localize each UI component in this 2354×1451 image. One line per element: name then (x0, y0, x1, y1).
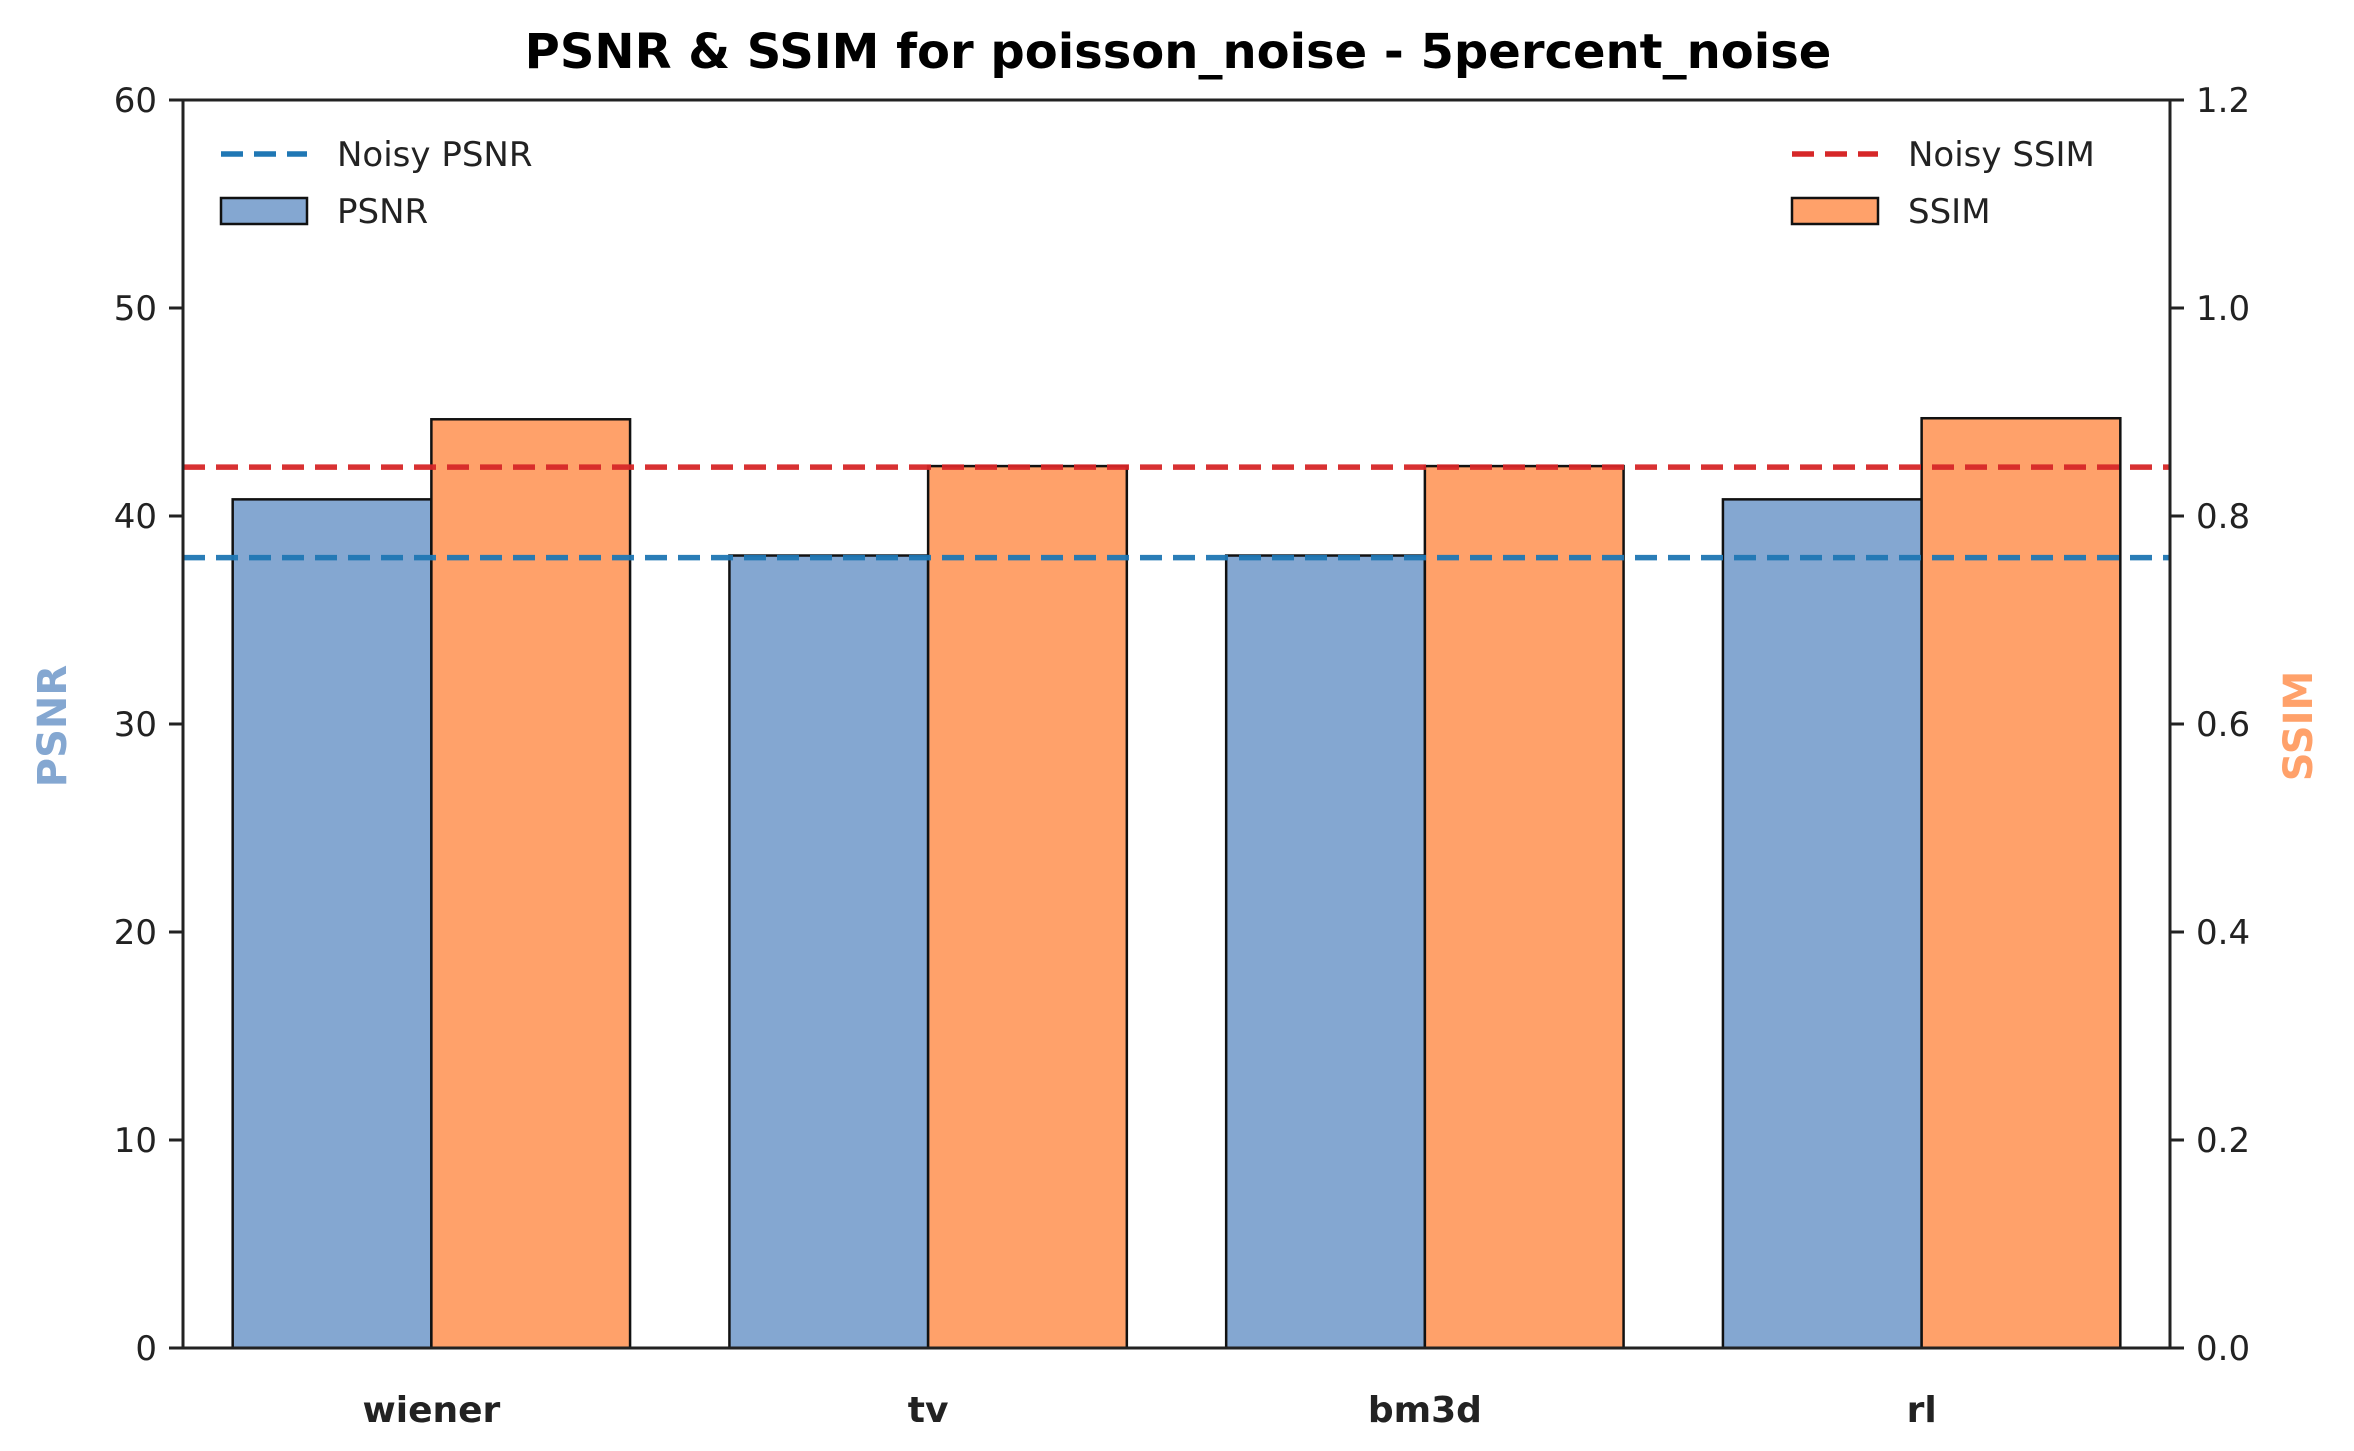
y-tick-label-right-0.4: 0.4 (2196, 913, 2250, 953)
legend-right: Noisy SSIM SSIM (1790, 135, 2095, 232)
legend-label-noisy-ssim: Noisy SSIM (1908, 135, 2095, 175)
bar-psnr-bm3d (1224, 554, 1427, 1350)
bar-ssim-wiener (430, 418, 632, 1350)
legend-label-ssim: SSIM (1908, 192, 1991, 232)
legend-label-noisy-psnr: Noisy PSNR (337, 135, 532, 175)
y-tick-label-left-20: 20 (114, 913, 157, 953)
x-tick-label-wiener: wiener (362, 1390, 500, 1431)
y-tick-label-left-60: 60 (114, 81, 157, 121)
reference-lines-layer (183, 464, 2170, 561)
y-axis-label-left: PSNR (30, 665, 76, 787)
y-tick-label-left-10: 10 (114, 1121, 157, 1161)
chart-title: PSNR & SSIM for poisson_noise - 5percent… (525, 24, 1832, 80)
y-tick-label-left-40: 40 (114, 497, 157, 537)
bars-layer: wiener tv bm3d rl (231, 416, 2122, 1431)
x-tick-label-bm3d: bm3d (1368, 1390, 1482, 1431)
bar-psnr-tv (728, 554, 930, 1350)
axes-layer: 0 10 20 30 40 50 60 0.0 0.2 0.4 0.6 0.8 1.0 1.2 (114, 81, 2250, 1369)
y-tick-label-right-0.0: 0.0 (2196, 1329, 2250, 1369)
x-tick-label-rl: rl (1907, 1390, 1937, 1431)
legend-label-psnr: PSNR (337, 192, 428, 232)
bar-psnr-rl (1721, 498, 1923, 1350)
bar-ssim-tv (926, 464, 1129, 1350)
legend-symbol-psnr (219, 196, 309, 226)
bar-ssim-rl (1920, 416, 2122, 1350)
y-tick-label-left-0: 0 (135, 1329, 157, 1369)
bar-ssim-bm3d (1423, 464, 1625, 1350)
y-tick-label-right-1.0: 1.0 (2196, 289, 2250, 329)
y-tick-label-right-0.8: 0.8 (2196, 497, 2250, 537)
x-tick-label-tv: tv (908, 1390, 949, 1431)
legend-symbol-ssim (1790, 196, 1880, 226)
y-tick-label-right-0.6: 0.6 (2196, 705, 2250, 745)
y-axis-label-right: SSIM (2276, 671, 2322, 782)
y-tick-label-left-50: 50 (114, 289, 157, 329)
bar-psnr-wiener (231, 498, 433, 1350)
y-tick-label-right-0.2: 0.2 (2196, 1121, 2250, 1161)
legend-left: Noisy PSNR PSNR (219, 135, 532, 232)
y-tick-label-left-30: 30 (114, 705, 157, 745)
y-tick-label-right-1.2: 1.2 (2196, 81, 2250, 121)
